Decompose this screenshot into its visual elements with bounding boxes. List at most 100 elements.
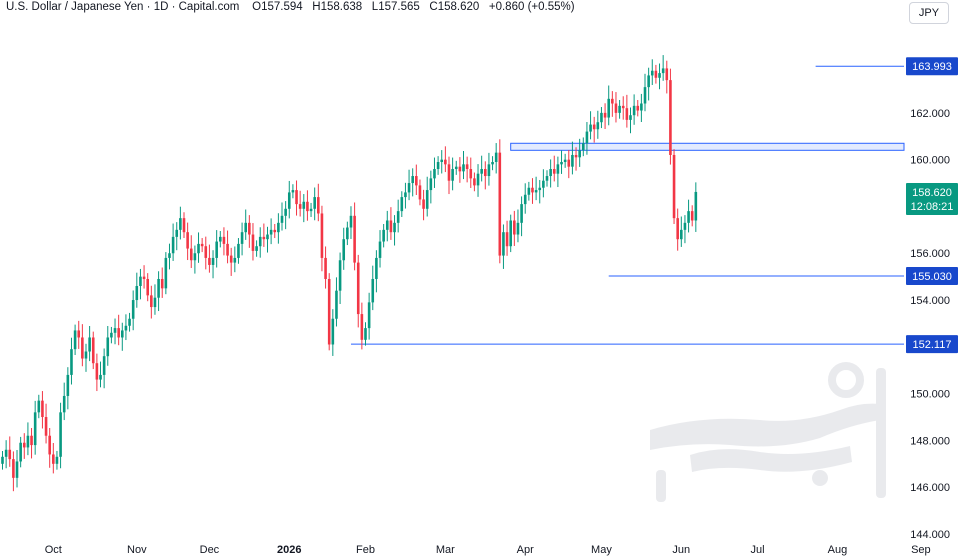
candle-body xyxy=(258,236,262,247)
currency-button[interactable]: JPY xyxy=(909,2,949,24)
candle-body xyxy=(451,169,454,181)
change-value: +0.860 (+0.55%) xyxy=(488,1,575,13)
candle-body xyxy=(95,363,99,380)
candle-body xyxy=(676,218,679,240)
candle-body xyxy=(52,454,55,464)
candle-body xyxy=(687,211,690,223)
candle-body xyxy=(690,211,694,221)
candle-body xyxy=(327,278,331,345)
candle-body xyxy=(542,180,545,188)
symbol-legend[interactable]: U.S. Dollar / Japanese Yen · 1D · Capita… xyxy=(6,1,575,13)
candle-body xyxy=(367,302,371,329)
candle-body xyxy=(534,190,538,193)
candle-body xyxy=(88,337,91,352)
high-label: H xyxy=(312,1,321,13)
candle-body xyxy=(284,208,287,216)
candle-body xyxy=(520,204,523,223)
candle-body xyxy=(444,159,447,165)
price-axis[interactable]: 144.000146.000148.000150.000152.000154.0… xyxy=(910,108,950,541)
candle-body xyxy=(273,229,277,233)
candle-body xyxy=(142,276,146,279)
level-price-tag-text: 152.117 xyxy=(913,339,952,351)
candle-body xyxy=(222,236,226,244)
candle-body xyxy=(175,229,179,237)
close-label: C xyxy=(429,1,438,13)
candle-body xyxy=(4,449,8,457)
candle-body xyxy=(494,152,498,162)
candle-body xyxy=(99,374,102,380)
candle-body xyxy=(26,435,30,448)
price-tick-label: 162.000 xyxy=(910,108,950,120)
candle-body xyxy=(574,154,578,158)
candle-body xyxy=(523,194,527,205)
candle-body xyxy=(654,70,658,78)
price-tags: 163.993 155.030 152.117 158.620 12:08:21 xyxy=(906,57,958,354)
candle-body xyxy=(193,253,197,261)
level-price-tag-text: 155.030 xyxy=(912,271,952,283)
candle-body xyxy=(317,197,320,214)
candle-body xyxy=(59,412,62,457)
candle-body xyxy=(269,229,273,235)
candle-body xyxy=(480,169,483,174)
candle-body xyxy=(487,164,491,177)
candle-body xyxy=(611,98,614,104)
candle-body xyxy=(186,232,189,249)
candle-body xyxy=(640,103,643,111)
candle-body xyxy=(219,236,222,242)
candle-body xyxy=(244,222,248,233)
level-price-tag-text: 163.993 xyxy=(912,61,952,73)
candle-body xyxy=(113,328,117,333)
price-tick-label: 146.000 xyxy=(910,482,950,494)
candle-body xyxy=(618,105,621,113)
candle-body xyxy=(378,241,382,258)
candle-body xyxy=(545,176,549,181)
candle-body xyxy=(302,201,306,209)
resistance-zone xyxy=(510,142,905,151)
candle-body xyxy=(567,159,571,167)
candle-body xyxy=(502,232,505,256)
candle-body xyxy=(277,222,280,233)
level-price-tag xyxy=(906,266,958,285)
candle-body xyxy=(237,243,240,258)
low-label: L xyxy=(371,1,379,13)
candle-body xyxy=(168,253,171,258)
price-tick-label: 148.000 xyxy=(910,435,950,447)
candle-body xyxy=(360,314,364,340)
level-price-tag xyxy=(906,57,958,76)
candle-body xyxy=(585,131,589,144)
candle-body xyxy=(37,400,41,413)
time-axis[interactable]: Oct Nov Dec 2026 Feb Mar Apr May Jun Jul Aug Sep xyxy=(45,544,931,556)
candle-body xyxy=(324,257,327,279)
watermark-logo xyxy=(650,362,886,502)
candle-body xyxy=(349,215,353,228)
data-source: Capital.com xyxy=(178,1,240,13)
candle-body xyxy=(70,349,73,375)
candle-body xyxy=(73,330,77,350)
candle-body xyxy=(255,246,258,251)
candle-body xyxy=(153,297,157,308)
candle-body xyxy=(266,234,269,240)
candle-body xyxy=(458,166,462,172)
candle-body xyxy=(215,241,218,258)
last-price-text: 158.620 xyxy=(912,187,952,199)
candle-body xyxy=(335,290,338,319)
candle-body xyxy=(680,229,683,240)
candle-body xyxy=(527,187,531,195)
candle-body xyxy=(629,115,632,120)
candle-body xyxy=(55,456,59,464)
time-tick-label: Feb xyxy=(356,544,375,556)
candle-body xyxy=(440,159,444,162)
time-tick-label: Aug xyxy=(828,544,848,556)
candle-body xyxy=(672,154,676,219)
candle-body xyxy=(22,442,26,448)
candle-body xyxy=(436,162,440,170)
candle-body xyxy=(291,190,295,193)
candle-body xyxy=(128,318,131,326)
time-tick-label: Oct xyxy=(45,544,62,556)
candle-body xyxy=(549,169,552,177)
candle-body xyxy=(483,169,487,177)
candle-body xyxy=(389,220,393,233)
price-tick-label: 154.000 xyxy=(910,295,950,307)
candle-body xyxy=(15,461,19,478)
